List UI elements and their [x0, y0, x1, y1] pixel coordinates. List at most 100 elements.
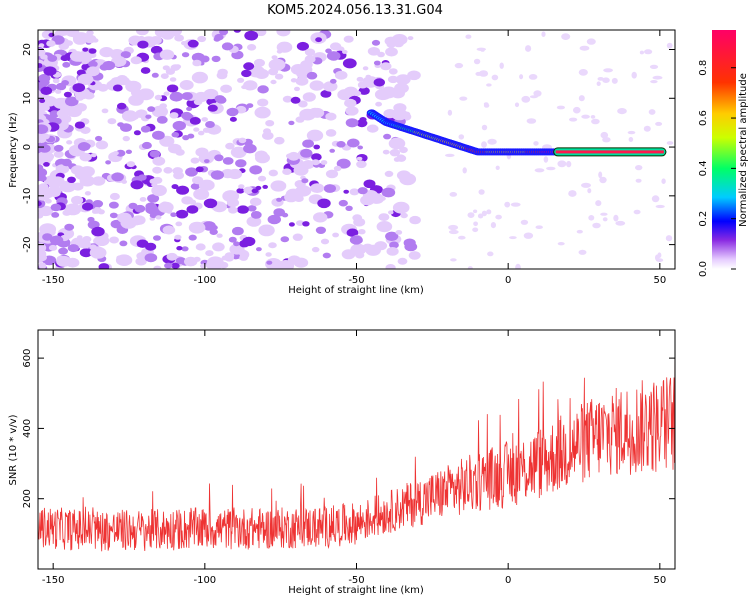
noise-blob — [101, 108, 109, 114]
noise-blob — [380, 196, 386, 201]
noise-blob — [125, 80, 133, 85]
noise-blob — [323, 184, 336, 193]
noise-blob — [77, 142, 91, 151]
noise-blob — [561, 33, 571, 40]
noise-blob — [381, 187, 396, 198]
noise-blob — [181, 196, 194, 205]
noise-blob — [274, 73, 284, 80]
spectrogram-y-axis-label: Frequency (Hz) — [8, 112, 19, 188]
noise-blob — [109, 201, 119, 209]
noise-blob — [276, 197, 283, 202]
colorbar-label: Normalized spectral amplitude — [738, 73, 749, 227]
noise-blob — [58, 247, 68, 255]
noise-blob — [209, 229, 218, 235]
noise-blob — [374, 88, 391, 101]
noise-blob — [333, 165, 342, 172]
noise-blob — [64, 223, 75, 231]
noise-blob — [595, 200, 602, 207]
noise-blob — [88, 48, 97, 54]
noise-blob — [243, 143, 257, 154]
noise-blob — [159, 135, 175, 147]
noise-blob — [666, 141, 674, 145]
noise-blob — [655, 204, 665, 209]
noise-blob — [356, 160, 367, 169]
noise-blob — [184, 256, 198, 267]
trace-band-core — [555, 150, 664, 154]
noise-blob — [306, 71, 318, 80]
noise-blob — [51, 212, 60, 218]
noise-blob — [181, 41, 187, 46]
noise-blob — [541, 31, 546, 37]
noise-blob — [578, 95, 585, 102]
noise-blob — [378, 213, 390, 222]
noise-blob — [126, 161, 136, 168]
noise-blob — [135, 109, 148, 118]
noise-blob — [190, 183, 200, 190]
noise-blob — [170, 64, 180, 71]
noise-blob — [383, 133, 392, 140]
noise-blob — [481, 141, 487, 148]
noise-blob — [462, 167, 467, 174]
noise-blob — [349, 188, 360, 196]
noise-blob — [478, 189, 485, 195]
y-tick-label: 200 — [22, 489, 33, 508]
noise-blob — [403, 238, 416, 248]
noise-blob — [454, 62, 464, 69]
noise-blob — [84, 191, 91, 196]
noise-blob — [97, 209, 105, 215]
noise-blobs — [38, 30, 674, 269]
noise-blob — [557, 160, 567, 168]
noise-blob — [644, 49, 653, 55]
noise-blob — [109, 212, 118, 219]
noise-blob — [394, 82, 409, 94]
noise-blob — [377, 51, 385, 58]
noise-blob — [302, 221, 310, 227]
noise-blob — [477, 213, 484, 219]
noise-blob — [195, 147, 209, 157]
noise-blob — [150, 45, 163, 55]
noise-blob — [63, 91, 72, 98]
noise-blob — [241, 69, 252, 78]
noise-blob — [450, 258, 457, 262]
noise-blob — [166, 252, 178, 261]
noise-blob — [290, 78, 297, 83]
noise-blob — [163, 91, 170, 96]
x-tick-label: 0 — [505, 275, 511, 286]
noise-blob — [337, 89, 353, 101]
noise-blob — [273, 208, 286, 217]
noise-blob — [617, 108, 627, 115]
colorbar-gradient — [712, 30, 736, 269]
noise-blob — [213, 36, 221, 42]
noise-blob — [282, 168, 292, 175]
y-tick-label: 600 — [22, 349, 33, 368]
noise-blob — [80, 167, 87, 172]
snr-y-axis-label: SNR (10 * v/v) — [8, 414, 19, 485]
noise-blob — [105, 160, 111, 165]
noise-blob — [198, 130, 205, 136]
noise-blob — [649, 64, 659, 69]
noise-blob — [171, 262, 180, 269]
noise-blob — [216, 233, 223, 238]
noise-blob — [202, 127, 211, 133]
noise-blob — [158, 201, 174, 213]
spectrogram-y-ticks: -20 -10 0 10 20 — [22, 43, 675, 253]
noise-blob — [481, 210, 487, 217]
noise-blob — [74, 168, 92, 181]
noise-blob — [175, 209, 189, 219]
noise-blob — [95, 135, 103, 142]
noise-blob — [652, 75, 663, 80]
noise-blob — [665, 235, 673, 242]
noise-blob — [376, 221, 393, 233]
noise-blob — [325, 169, 339, 179]
noise-blob — [205, 121, 215, 128]
noise-blob — [120, 51, 131, 59]
noise-blob — [207, 256, 224, 269]
noise-blob — [448, 224, 459, 231]
noise-blob — [171, 184, 179, 190]
colorbar-tick-label: 0.8 — [698, 60, 709, 76]
noise-blob — [154, 94, 163, 101]
noise-blob — [189, 117, 201, 125]
noise-blob — [447, 109, 453, 116]
noise-blob — [367, 47, 380, 56]
noise-blob — [490, 222, 496, 229]
